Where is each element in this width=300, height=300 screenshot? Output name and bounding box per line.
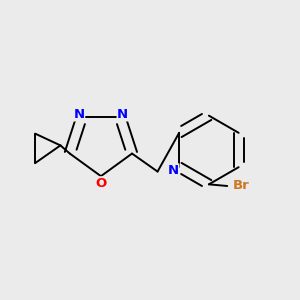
Text: N: N [74, 108, 85, 121]
Text: N: N [168, 164, 179, 177]
Text: N: N [117, 108, 128, 121]
Text: O: O [95, 177, 106, 190]
Text: Br: Br [233, 179, 250, 193]
